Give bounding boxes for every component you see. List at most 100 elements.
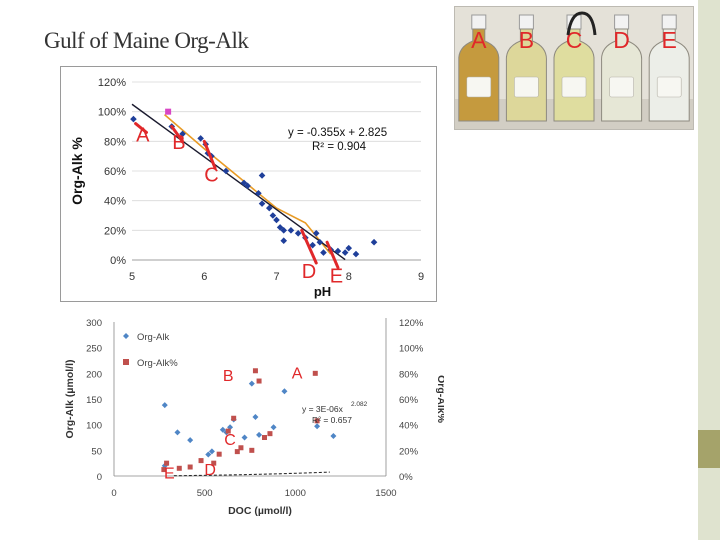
orgalk-point (248, 380, 255, 387)
data-point (341, 249, 349, 256)
x-tick-label: 1000 (285, 488, 306, 499)
trend-r2: R² = 0.904 (312, 141, 367, 153)
accent-bar-middle (698, 430, 720, 468)
bottle-label-sticker (514, 76, 539, 98)
y2-tick-label: 120% (399, 318, 424, 329)
y-axis-title: Org-Alk % (69, 137, 85, 205)
data-point (316, 238, 324, 246)
bottle-body (458, 28, 500, 122)
data-point (258, 172, 266, 179)
linear-trendline (131, 103, 346, 261)
annotation-pointer (202, 139, 217, 170)
accent-bar-bottom (698, 468, 720, 540)
orgalk-pct-point (161, 467, 167, 473)
orgalk-point (187, 437, 194, 444)
orgalk-pct-point (267, 431, 273, 437)
orgalk-pct-point (216, 451, 222, 457)
orgalk-pct-point (312, 370, 318, 376)
x-axis-title: DOC (µmol/l) (228, 505, 292, 517)
bottle-label-sticker (466, 76, 492, 98)
orgalk-point (314, 423, 321, 430)
bottle-letter-D: D (613, 27, 630, 53)
y-tick-label: 150 (86, 395, 102, 406)
annotation-E: E (330, 265, 343, 287)
data-point (130, 115, 137, 123)
annotation-D: D (302, 261, 316, 283)
data-point (352, 250, 360, 258)
data-point (273, 216, 280, 224)
bottle-letter-B: B (519, 27, 534, 53)
y-tick-label: 50 (91, 446, 102, 457)
accent-bar-top (698, 0, 720, 430)
orgalk-pct-point (187, 464, 193, 470)
y2-tick-label: 20% (399, 446, 419, 457)
orgalk-point (270, 424, 277, 431)
bottle-label-sticker (561, 76, 587, 98)
y-tick-label: 0 (97, 472, 102, 483)
trend-exponent: 2.082 (351, 401, 368, 408)
data-point (222, 167, 230, 175)
data-point (309, 241, 316, 249)
annotation-C: C (224, 432, 236, 449)
bottle-D: D (601, 14, 643, 122)
legend-label: Org-Alk% (137, 358, 178, 369)
annotation-B: B (172, 132, 185, 154)
orgalk-point (174, 429, 181, 436)
trend-equation: y = -0.355x + 2.825 (288, 127, 387, 139)
y-tick-label: 200 (86, 369, 102, 380)
orgalk-point (281, 388, 288, 395)
orgalk-pct-point (314, 418, 320, 424)
bottle-photo-drawing: A B C D E (455, 7, 693, 129)
data-point (345, 244, 353, 252)
bottle-photo: A B C D E (454, 6, 694, 130)
orgalk-pct-point (256, 378, 262, 384)
bottle-body (601, 28, 643, 122)
orgalk-point (256, 431, 263, 438)
data-point (312, 230, 320, 237)
y2-tick-label: 0% (399, 472, 413, 483)
orgalk-pct-point (238, 445, 244, 451)
data-point (269, 212, 277, 219)
orgalk-pct-point (262, 435, 268, 440)
bottle-label-sticker (656, 76, 682, 98)
annotation-A: A (136, 124, 150, 146)
bottle-A: A (458, 14, 500, 122)
y2-tick-label: 40% (399, 421, 419, 432)
orgalk-pct-point (164, 460, 170, 466)
data-point (240, 179, 248, 187)
data-point (258, 200, 266, 207)
orgalk-point (208, 448, 215, 455)
annotation-C: C (204, 164, 218, 186)
y2-axis-title: Org-Alk% (435, 375, 444, 424)
annotation-E: E (164, 466, 175, 483)
orgalk-point (330, 432, 337, 439)
orgalk-point (205, 451, 212, 458)
bottle-body (505, 28, 547, 122)
orgalk-pct-point (211, 460, 217, 466)
orgalk-point (227, 424, 234, 431)
bottle-letter-E: E (662, 27, 677, 53)
x-tick-label: 9 (418, 271, 424, 283)
trend-equation: y = 3E-06x (302, 404, 344, 414)
y-tick-label: 0% (110, 255, 126, 267)
orgalk-pct-point (252, 368, 258, 374)
orgalk-pct-point (225, 428, 231, 434)
annotation-A: A (292, 365, 303, 382)
orgalk-pct-point (234, 449, 240, 455)
y-tick-label: 40% (104, 196, 126, 208)
annotation-pointer (300, 228, 318, 265)
orgalk-point (161, 402, 168, 409)
y-tick-label: 100 (86, 421, 102, 432)
ph-orgalk-chart: 0% 20% 40% 60% 80% 100% 120% 5 6 7 8 9 pH Org-Alk % y … (60, 66, 437, 302)
doc-orgalk-plot: 0 50 100 150 200 250 300 0% 20% 40% 60% 80% 100% 120%… (64, 318, 444, 517)
legend-label: Org-Alk (137, 332, 169, 343)
bottle-B: B (505, 14, 547, 122)
x-axis-title: pH (314, 284, 331, 299)
legend-marker-diamond (123, 333, 129, 339)
trend-r2: R² = 0.657 (312, 415, 352, 425)
orgalk-point (219, 426, 226, 433)
highlight-point (165, 108, 172, 115)
x-tick-label: 7 (273, 271, 279, 283)
bottle-E: E (648, 14, 690, 122)
bottle-body (648, 28, 690, 122)
